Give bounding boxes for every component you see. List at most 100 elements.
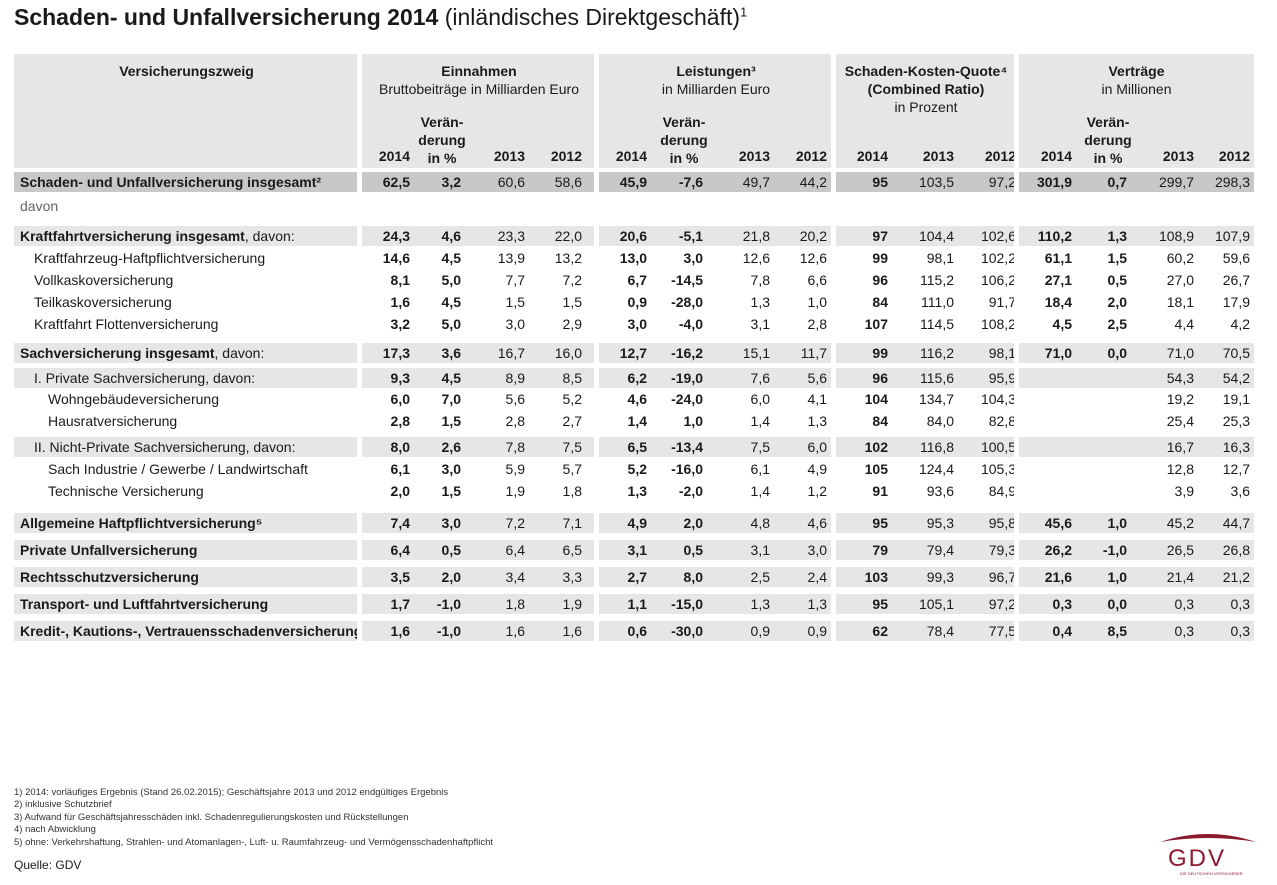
- table-cell: 27,1: [1044, 272, 1072, 288]
- header-year: 2013: [493, 148, 525, 164]
- header-versicherungszweig: Versicherungszweig: [119, 63, 254, 79]
- table-cell: 5,7: [562, 461, 582, 477]
- table-cell: 104,4: [918, 228, 954, 244]
- header-year: 2014: [378, 148, 410, 164]
- table-cell: 1,5: [441, 483, 461, 499]
- row-label: Sachversicherung insgesamt, davon:: [20, 345, 264, 361]
- table-cell: 58,6: [554, 174, 582, 190]
- table-cell: 84,9: [988, 483, 1016, 499]
- table-cell: 5,9: [505, 461, 525, 477]
- table-cell: 7,1: [562, 515, 582, 531]
- header-year: 2013: [1162, 148, 1194, 164]
- row-label-text: Transport- und Luftfahrtversicherung: [20, 596, 269, 612]
- header-year: 2014: [856, 148, 888, 164]
- table-cell: 91: [872, 483, 888, 499]
- table-cell: 12,7: [619, 345, 647, 361]
- table-cell: 44,2: [799, 174, 827, 190]
- table-cell: 106,2: [980, 272, 1016, 288]
- row-label: Kraftfahrt Flottenversicherung: [34, 316, 218, 332]
- table-cell: 2,5: [750, 569, 770, 585]
- table-cell: 8,9: [505, 370, 525, 386]
- table-cell: 1,5: [441, 413, 461, 429]
- table-cell: 3,5: [390, 569, 410, 585]
- table-cell: 62,5: [382, 174, 410, 190]
- table-cell: -7,6: [678, 174, 703, 190]
- table-cell: 4,5: [441, 294, 461, 310]
- table-cell: 95: [872, 596, 888, 612]
- row-label-text: davon: [20, 198, 59, 214]
- header-combined-ratio: Schaden-Kosten-Quote⁴ (Combined Ratio) in …: [844, 63, 1008, 115]
- table-cell: 100,5: [980, 439, 1016, 455]
- table-cell: 27,0: [1166, 272, 1194, 288]
- header-year: 2014: [1040, 148, 1072, 164]
- table-cell: 3,1: [750, 542, 770, 558]
- source-note: Quelle: GDV: [14, 858, 82, 872]
- table-cell: 4,2: [1230, 316, 1250, 332]
- table-cell: 8,1: [390, 272, 410, 288]
- table-cell: 0,7: [1107, 174, 1127, 190]
- table-cell: 107: [864, 316, 888, 332]
- row-label-suffix: , davon:: [244, 228, 295, 244]
- table-cell: 1,9: [562, 596, 582, 612]
- table-cell: 7,2: [562, 272, 582, 288]
- table-cell: 45,6: [1044, 515, 1072, 531]
- row-label: Hausratversicherung: [48, 413, 177, 429]
- table-cell: 2,0: [441, 569, 461, 585]
- header-year: 2012: [1218, 148, 1250, 164]
- table-cell: 45,9: [619, 174, 647, 190]
- table-cell: 8,0: [390, 439, 410, 455]
- table-cell: 21,2: [1222, 569, 1250, 585]
- table-cell: 12,8: [1166, 461, 1194, 477]
- column-divider: [831, 54, 836, 644]
- table-cell: 84,0: [926, 413, 954, 429]
- table-cell: 4,5: [441, 250, 461, 266]
- table-cell: 77,5: [988, 623, 1016, 639]
- row-label-text: Teilkaskoversicherung: [34, 294, 172, 310]
- table-cell: 0,3: [1174, 623, 1194, 639]
- table-cell: 111,0: [921, 294, 954, 310]
- table-cell: 2,0: [390, 483, 410, 499]
- table-cell: 96: [872, 272, 888, 288]
- table-cell: 299,7: [1158, 174, 1194, 190]
- table-cell: 84: [872, 294, 888, 310]
- row-label-text: Private Unfallversicherung: [20, 542, 198, 558]
- table-cell: 108,2: [980, 316, 1016, 332]
- table-cell: 22,0: [554, 228, 582, 244]
- row-label-suffix: , davon:: [214, 345, 265, 361]
- table-cell: 3,0: [683, 250, 703, 266]
- table-cell: 2,0: [683, 515, 703, 531]
- header-year: 2013: [738, 148, 770, 164]
- table-cell: 1,3: [750, 596, 770, 612]
- table-cell: 4,8: [750, 515, 770, 531]
- table-cell: 0,0: [1107, 345, 1127, 361]
- table-cell: 4,1: [807, 391, 827, 407]
- table-cell: 62: [872, 623, 888, 639]
- table-cell: 108,9: [1158, 228, 1194, 244]
- table-cell: 99,3: [926, 569, 954, 585]
- table-cell: 7,7: [505, 272, 525, 288]
- table-cell: 19,2: [1166, 391, 1194, 407]
- table-cell: 301,9: [1036, 174, 1072, 190]
- row-label-text: I. Private Sachversicherung: [34, 370, 206, 386]
- table-cell: 54,2: [1222, 370, 1250, 386]
- table-row-band: [14, 343, 1254, 363]
- row-label: Kraftfahrtversicherung insgesamt, davon:: [20, 228, 295, 244]
- table-cell: 20,6: [619, 228, 647, 244]
- table-cell: 5,0: [441, 272, 461, 288]
- table-cell: 11,7: [800, 345, 827, 361]
- table-cell: 124,4: [918, 461, 954, 477]
- table-cell: 96,7: [988, 569, 1016, 585]
- table-cell: 3,4: [505, 569, 525, 585]
- table-cell: 14,6: [382, 250, 410, 266]
- header-year: 2012: [984, 148, 1016, 164]
- header-einnahmen: Einnahmen Bruttobeiträge in Milliarden Eu…: [379, 63, 579, 97]
- table-cell: 1,0: [807, 294, 827, 310]
- table-cell: 107,9: [1214, 228, 1250, 244]
- table-cell: 12,6: [799, 250, 827, 266]
- gdv-logo: GDV DIE DEUTSCHEN VERSICHERER: [1158, 828, 1258, 878]
- table-cell: 2,6: [441, 439, 461, 455]
- table-cell: -15,0: [671, 596, 703, 612]
- table-cell: 97,2: [988, 596, 1016, 612]
- column-divider: [594, 54, 599, 644]
- table-cell: 103: [864, 569, 888, 585]
